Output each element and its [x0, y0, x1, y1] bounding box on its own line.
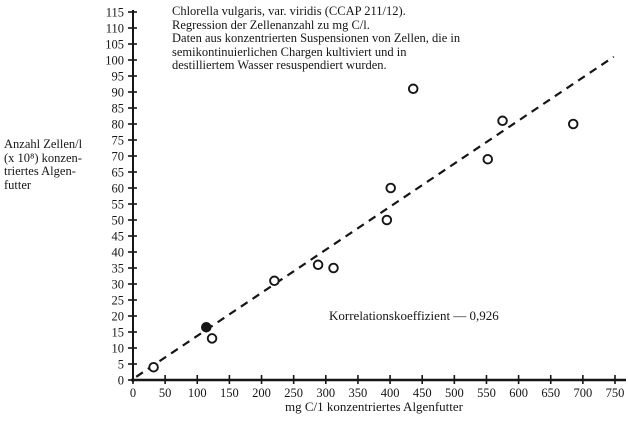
- y-tick-label: 95: [112, 70, 125, 84]
- x-tick-label: 50: [159, 386, 172, 400]
- y-tick-label: 0: [118, 374, 124, 388]
- x-tick-label: 750: [606, 386, 625, 400]
- data-point: [482, 153, 494, 165]
- y-tick-label: 30: [112, 278, 125, 292]
- x-tick-label: 300: [316, 386, 335, 400]
- data-point: [567, 118, 579, 130]
- x-tick-label: 700: [573, 386, 592, 400]
- x-tick-label: 150: [220, 386, 239, 400]
- y-axis-label: Anzahl Zellen/l (x 10⁸) konzen- triertes…: [4, 137, 83, 192]
- y-tick-label: 105: [105, 38, 124, 52]
- y-tick-label: 5: [118, 358, 124, 372]
- y-tick-label: 25: [112, 294, 125, 308]
- chart-title: Chlorella vulgaris, var. viridis (CCAP 2…: [172, 4, 461, 72]
- x-tick-label: 250: [284, 386, 303, 400]
- y-tick-label: 10: [112, 342, 125, 356]
- x-tick-label: 200: [252, 386, 271, 400]
- data-point: [269, 275, 280, 287]
- y-tick-label: 45: [112, 230, 125, 244]
- x-tick-label: 550: [477, 386, 496, 400]
- x-tick-label: 450: [413, 386, 432, 400]
- data-point: [385, 182, 396, 194]
- y-tick-label: 115: [106, 6, 124, 20]
- y-tick-label: 65: [112, 166, 125, 180]
- x-tick-label: 350: [349, 386, 368, 400]
- y-tick-label: 35: [112, 262, 125, 276]
- y-tick-label: 20: [112, 310, 125, 324]
- x-axis-label: mg C/1 konzentriertes Algenfutter: [285, 399, 463, 414]
- y-tick-label: 40: [112, 246, 125, 260]
- data-point: [206, 333, 218, 344]
- x-tick-label: 650: [541, 386, 560, 400]
- x-tick-label: 400: [381, 386, 400, 400]
- y-tick-label: 70: [112, 150, 125, 164]
- y-tick-label: 100: [105, 54, 124, 68]
- y-tick-label: 110: [106, 22, 124, 36]
- y-tick-label: 55: [112, 198, 125, 212]
- y-tick-label: 80: [112, 118, 125, 132]
- data-point: [312, 259, 324, 271]
- y-tick-label: 60: [112, 182, 125, 196]
- x-tick-label: 600: [509, 386, 528, 400]
- data-point: [381, 214, 393, 226]
- y-tick-label: 75: [112, 134, 125, 148]
- regression-line: [135, 55, 615, 378]
- y-tick-label: 90: [112, 86, 125, 100]
- y-tick-label: 50: [112, 214, 125, 228]
- data-point: [201, 321, 212, 333]
- x-tick-label: 500: [445, 386, 464, 400]
- y-tick-label: 85: [112, 102, 125, 116]
- correlation-annotation: Korrelationskoeffizient — 0,926: [329, 308, 499, 323]
- data-point: [497, 115, 508, 127]
- y-tick-label: 15: [112, 326, 125, 340]
- data-point: [407, 83, 419, 95]
- x-tick-label: 100: [188, 386, 207, 400]
- data-point: [148, 361, 159, 373]
- x-tick-label: 0: [130, 386, 136, 400]
- data-point: [328, 262, 339, 274]
